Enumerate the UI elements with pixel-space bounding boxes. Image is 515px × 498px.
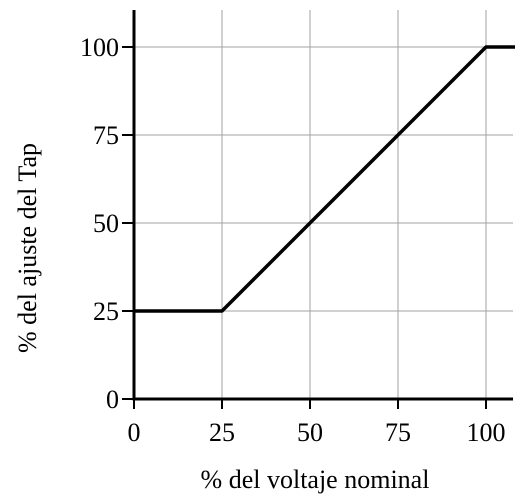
y-axis-title: % del ajuste del Tap: [13, 143, 42, 353]
y-tick-label-3: 75: [93, 121, 119, 150]
x-tick-label-0: 0: [128, 418, 141, 447]
axes: [132, 10, 513, 401]
tick-layer: 0 25 50 75 100 0 25 50 75 100: [80, 33, 506, 447]
y-tick-label-1: 25: [93, 297, 119, 326]
series-layer: [132, 45, 515, 313]
x-axis-title: % del voltaje nominal: [201, 465, 430, 494]
grid: [134, 10, 513, 399]
x-tick-label-2: 50: [297, 418, 323, 447]
y-tick-label-0: 0: [106, 385, 119, 414]
y-tick-label-2: 50: [93, 209, 119, 238]
y-tick-label-4: 100: [80, 33, 119, 62]
x-tick-label-1: 25: [209, 418, 235, 447]
x-tick-label-4: 100: [467, 418, 506, 447]
series-line-0: [132, 45, 515, 313]
x-tick-label-3: 75: [385, 418, 411, 447]
